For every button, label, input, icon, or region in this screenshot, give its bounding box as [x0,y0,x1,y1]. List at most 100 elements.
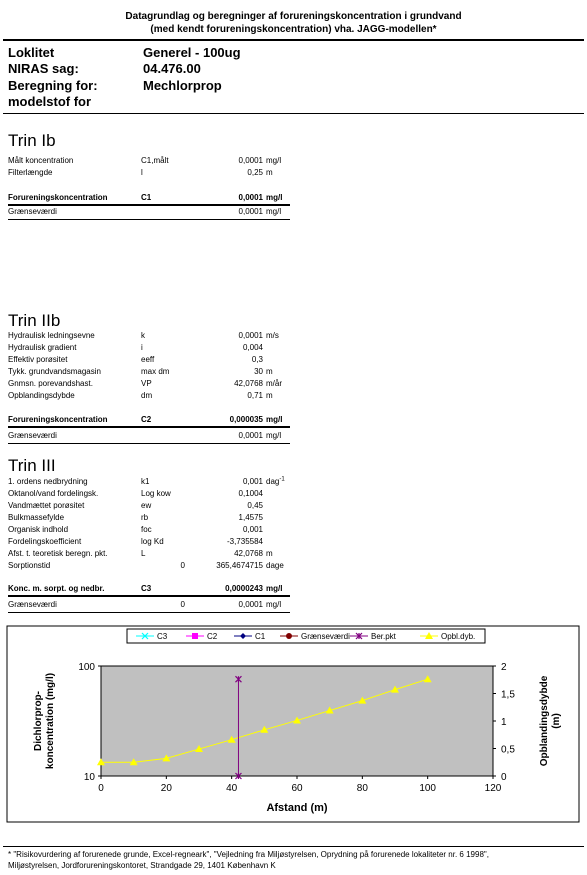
param-label: Gnmsn. porevandshast. [8,378,93,390]
result-label: Konc. m. sorpt. og nedbr. [8,583,104,595]
result-unit: mg/l [266,583,282,595]
param-symbol: ew [141,500,151,512]
header-label-lokalitet: Loklitet [8,45,54,60]
y-left-tick-label: 100 [78,662,95,673]
param-unit: mg/l [266,155,281,167]
result-label: Forureningskoncentration [8,414,108,426]
header-label-sag: NIRAS sag: [8,61,79,76]
y-right-tick-label: 2 [501,662,507,673]
param-symbol: k1 [141,476,149,488]
param-value: 0,45 [247,500,263,512]
legend-label: C3 [157,632,168,641]
param-label: Oktanol/vand fordelingsk. [8,488,98,500]
x-tick-label: 100 [419,783,436,794]
param-value: 42,0768 [234,378,263,390]
param-label: Hydraulisk ledningsevne [8,330,95,342]
y-right-tick-label: 1 [501,717,507,728]
param-symbol: i [141,342,143,354]
limit-row: Grænseværdi 0,0001 mg/l [8,206,298,218]
x-tick-label: 40 [226,783,238,794]
y-left-tick-label: 10 [84,772,96,783]
param-value: 30 [254,366,263,378]
param-label: Tykk. grundvandsmagasin [8,366,101,378]
param-label: Filterlængde [8,167,52,179]
param-row: Afst. t. teoretisk beregn. pkt. L 42,0768 m [8,548,298,560]
header-label-modelstof: modelstof for [8,94,91,109]
param-symbol: Log kow [141,488,171,500]
limit-value: 0,0001 [239,599,263,611]
result-value: 0,0000243 [225,583,263,595]
limit-row: Grænseværdi 0,0001 mg/l [8,430,298,442]
y-right-tick-label: 1,5 [501,690,515,701]
header-value-sag: 04.476.00 [143,61,201,76]
limit-label: Grænseværdi [8,599,57,611]
result-label: Forureningskoncentration [8,192,108,204]
result-symbol: C3 [141,583,151,595]
section-title-trin-iii: Trin III [8,456,56,475]
limit-rule [8,443,290,444]
limit-value: 0,0001 [239,206,263,218]
param-label: Afst. t. teoretisk beregn. pkt. [8,548,108,560]
result-unit: mg/l [266,192,282,204]
result-symbol: C2 [141,414,151,426]
section-title-trin-ib: Trin Ib [8,131,56,150]
param-symbol: eeff [141,354,154,366]
limit-unit: mg/l [266,430,281,442]
param-symbol: k [141,330,145,342]
legend-label: C2 [207,632,218,641]
limit-zero: 0 [181,599,185,611]
param-row: Filterlængde l 0,25 m [8,167,298,179]
param-label: Bulkmassefylde [8,512,64,524]
header-value-lokalitet: Generel - 100ug [143,45,241,60]
param-label: Organisk indhold [8,524,68,536]
legend-label: Grænseværdi [301,632,350,641]
footnote-line1: * "Risikovurdering af forurenede grunde,… [8,849,489,860]
param-value: 0,0001 [239,330,263,342]
param-value: 42,0768 [234,548,263,560]
param-row: Opblandingsdybde dm 0,71 m [8,390,298,402]
y-right-tick-label: 0,5 [501,745,515,756]
param-unit: dag-1 [266,476,285,488]
result-row-c3: Konc. m. sorpt. og nedbr. C3 0,0000243 m… [8,583,298,595]
chart: C3 C2 C1 Grænseværdi Ber.pkt Opbl.dyb. 0 20 40 6… [0,620,587,825]
footnote-line2: Miljøstyrelsen, Jordforureningskontoret,… [8,860,276,871]
param-unit: m/s [266,330,279,342]
param-symbol: C1,målt [141,155,169,167]
param-symbol: foc [141,524,152,536]
param-row: Organisk indhold foc 0,001 [8,524,298,536]
result-row-c2: Forureningskoncentration C2 0,000035 mg/… [8,414,298,426]
param-row: Hydraulisk ledningsevne k 0,0001 m/s [8,330,298,342]
legend-marker [286,633,292,639]
param-unit: m [266,366,273,378]
param-label: Fordelingskoefficient [8,536,81,548]
param-row: Gnmsn. porevandshast. VP 42,0768 m/år [8,378,298,390]
param-value: 0,001 [243,524,263,536]
param-unit: m/år [266,378,282,390]
x-tick-label: 0 [98,783,104,794]
footnote-rule [3,846,584,847]
doc-title-line1: Datagrundlag og beregninger af forurenin… [0,10,587,23]
param-value: 0,0001 [239,155,263,167]
doc-title-line2: (med kendt forureningskoncentration) vha… [0,23,587,36]
limit-unit: mg/l [266,206,281,218]
param-symbol: rb [141,512,148,524]
result-rule [8,426,290,428]
result-row-c1: Forureningskoncentration C1 0,0001 mg/l [8,192,298,204]
limit-rule [8,612,290,613]
title-rule [3,39,584,41]
param-value: -3,735584 [227,536,263,548]
param-symbol: VP [141,378,152,390]
result-value: 0,000035 [230,414,263,426]
param-label: Målt koncentration [8,155,73,167]
param-label: Effektiv porøsitet [8,354,67,366]
x-tick-label: 60 [291,783,303,794]
x-tick-label: 120 [485,783,502,794]
header-label-beregning: Beregning for: [8,78,98,93]
param-symbol: log Kd [141,536,164,548]
param-row: Effektiv porøsitet eeff 0,3 [8,354,298,366]
param-unit: m [266,167,273,179]
legend-marker [192,633,198,639]
header-rule [3,113,584,114]
x-axis-label: Afstand (m) [266,802,327,814]
param-row: Sorptionstid 0 365,4674715 dage [8,560,298,572]
